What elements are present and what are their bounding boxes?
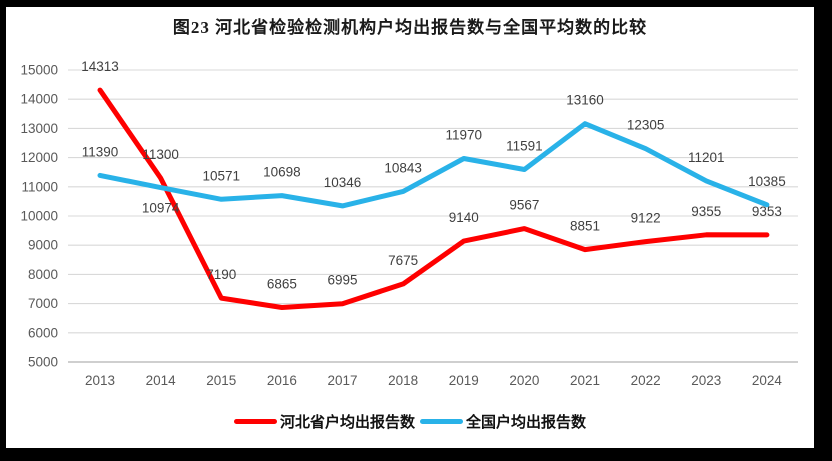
data-label: 11970: [446, 127, 483, 142]
x-tick-label: 2024: [752, 373, 783, 388]
data-label: 10698: [263, 165, 301, 180]
x-tick-label: 2019: [449, 373, 479, 388]
x-tick-label: 2018: [388, 373, 418, 388]
data-label: 12305: [627, 118, 665, 133]
data-label: 9567: [509, 198, 539, 213]
legend-label-national: 全国户均出报告数: [466, 413, 587, 431]
data-label: 10385: [748, 174, 786, 189]
y-tick-label: 10000: [20, 209, 58, 224]
data-label: 7190: [206, 267, 236, 282]
data-label: 10974: [142, 201, 180, 216]
x-tick-label: 2022: [631, 373, 661, 388]
data-label: 10571: [202, 168, 240, 183]
x-tick-label: 2020: [509, 373, 539, 388]
data-label: 14313: [81, 59, 119, 74]
data-label: 9122: [631, 211, 661, 226]
legend-label-hebei: 河北省户均出报告数: [279, 413, 415, 431]
line-chart-plot-area: 15000 14000 13000 12000 11000 10000 9000 8000 70…: [20, 59, 798, 388]
data-label: 11201: [688, 150, 725, 165]
y-tick-label: 15000: [20, 63, 58, 78]
data-label: 11300: [142, 147, 179, 162]
series-line-1: [97, 121, 770, 209]
y-tick-label: 7000: [28, 296, 58, 311]
data-label: 10843: [384, 160, 422, 175]
legend-swatch-national-line: [420, 418, 463, 424]
series-line-0: [97, 87, 770, 310]
data-label: 11390: [82, 144, 119, 159]
y-tick-label: 14000: [20, 92, 58, 107]
data-label: 10346: [324, 175, 362, 190]
y-tick-label: 6000: [28, 325, 58, 340]
x-tick-label: 2013: [85, 373, 115, 388]
data-label: 7675: [388, 253, 418, 268]
data-label: 13160: [566, 93, 604, 108]
y-tick-label: 5000: [28, 355, 58, 370]
data-label: 11591: [506, 139, 543, 154]
data-label: 6995: [327, 273, 357, 288]
legend-item-hebei: 河北省户均出报告数: [233, 411, 415, 432]
data-label: 9140: [449, 210, 479, 225]
legend-item-national: 全国户均出报告数: [420, 411, 586, 432]
chart-title: 图23 河北省检验检测机构户均出报告数与全国平均数的比较: [172, 18, 648, 37]
legend-swatch-hebei-line: [233, 418, 277, 424]
x-tick-label: 2023: [691, 373, 721, 388]
y-tick-label: 12000: [20, 150, 58, 165]
x-tick-label: 2017: [327, 373, 357, 388]
y-tick-label: 11000: [21, 179, 58, 194]
data-label: 9353: [752, 204, 782, 219]
x-tick-label: 2015: [206, 373, 236, 388]
y-tick-label: 8000: [28, 267, 58, 282]
x-tick-label: 2014: [146, 373, 177, 388]
chart-canvas: 图23 河北省检验检测机构户均出报告数与全国平均数的比较 15000 14000 1…: [6, 7, 814, 448]
x-tick-label: 2021: [570, 373, 600, 388]
y-tick-label: 9000: [28, 238, 58, 253]
data-label: 9355: [691, 204, 721, 219]
x-tick-label: 2016: [267, 373, 297, 388]
data-label: 6865: [267, 277, 297, 292]
y-tick-label: 13000: [20, 121, 58, 136]
data-label: 8851: [570, 219, 600, 234]
legend: 河北省户均出报告数 全国户均出报告数: [6, 411, 814, 431]
